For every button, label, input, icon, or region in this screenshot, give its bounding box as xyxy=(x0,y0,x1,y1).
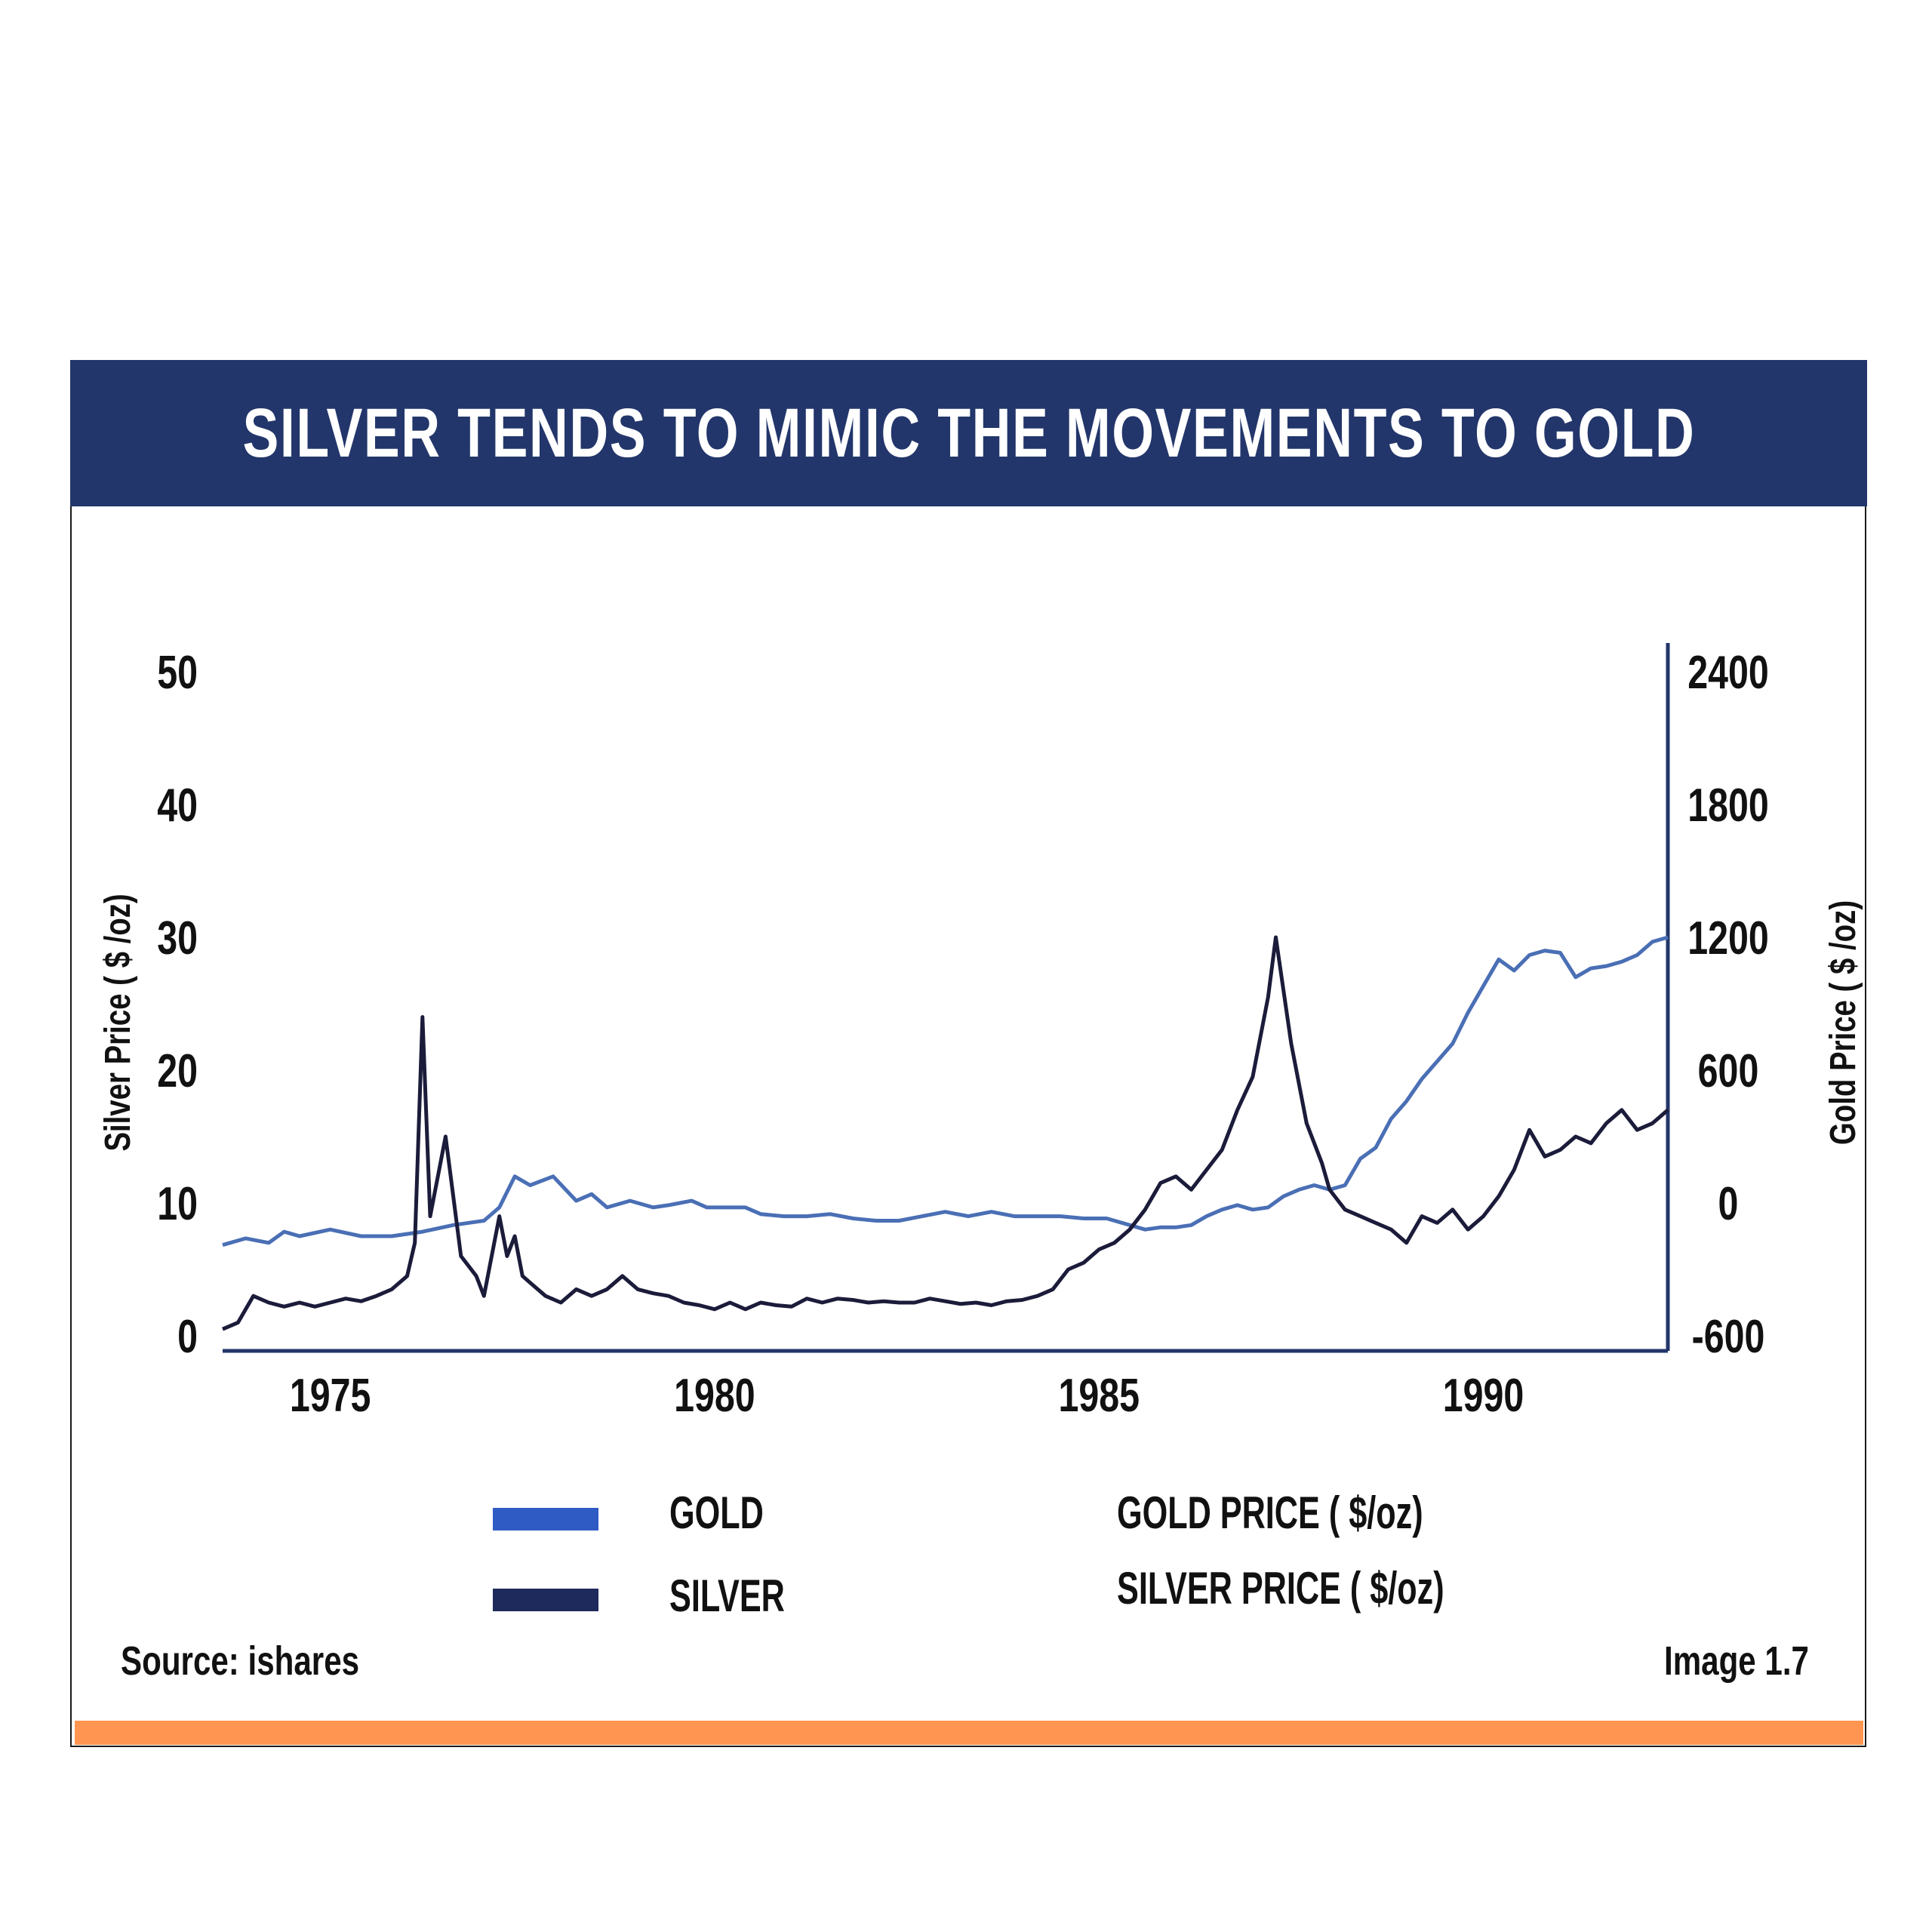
y-left-tick-label: 30 xyxy=(157,912,198,964)
y-right-tick-label: 0 xyxy=(1718,1177,1739,1229)
accent-bar xyxy=(75,1721,1863,1745)
legend-label-gold: GOLD xyxy=(669,1487,764,1538)
y-axis-right-label: Gold Price ( $ /oz) xyxy=(1823,900,1863,1145)
x-tick-label: 1975 xyxy=(290,1369,371,1421)
series-lines xyxy=(222,935,1669,1331)
series-line-gold xyxy=(222,935,1669,1247)
x-tick-label: 1985 xyxy=(1058,1369,1140,1421)
y-right-tick-label: 600 xyxy=(1698,1044,1759,1097)
legend-swatch-gold xyxy=(493,1508,598,1531)
series-line-silver xyxy=(222,935,1669,1331)
legend-description-silver: SILVER PRICE ( $/oz) xyxy=(1117,1563,1444,1614)
chart-title: SILVER TENDS TO MIMIC THE MOVEMENTS TO G… xyxy=(242,394,1695,472)
y-right-tick-label: -600 xyxy=(1692,1310,1765,1362)
legend-swatch-silver xyxy=(493,1589,598,1611)
y-right-tick-label: 1200 xyxy=(1687,912,1769,964)
y-left-tick-label: 10 xyxy=(157,1177,198,1229)
x-tick-label: 1990 xyxy=(1443,1369,1524,1421)
y-left-tick-label: 40 xyxy=(157,779,198,831)
chart-card xyxy=(70,360,1866,1747)
y-left-tick-label: 20 xyxy=(157,1044,198,1097)
title-bar: SILVER TENDS TO MIMIC THE MOVEMENTS TO G… xyxy=(70,360,1867,506)
legend-label-silver: SILVER xyxy=(669,1571,785,1621)
tick-labels: 0 10 20 30 40 50 -600 0 600 1200 1800 2400 1975 1980 1… xyxy=(157,646,1769,1421)
axes xyxy=(223,643,1670,1353)
y-axis-left-label: Silver Price ( $ /oz) xyxy=(98,894,138,1151)
y-left-tick-label: 0 xyxy=(177,1310,198,1362)
x-tick-label: 1980 xyxy=(674,1369,755,1421)
source-note: Source: ishares xyxy=(121,1638,360,1684)
image-label: Image 1.7 xyxy=(1664,1638,1809,1684)
y-right-tick-label: 1800 xyxy=(1687,779,1769,831)
y-left-tick-label: 50 xyxy=(157,646,198,698)
legend-description-gold: GOLD PRICE ( $/oz) xyxy=(1117,1487,1423,1538)
y-right-tick-label: 2400 xyxy=(1687,646,1769,698)
